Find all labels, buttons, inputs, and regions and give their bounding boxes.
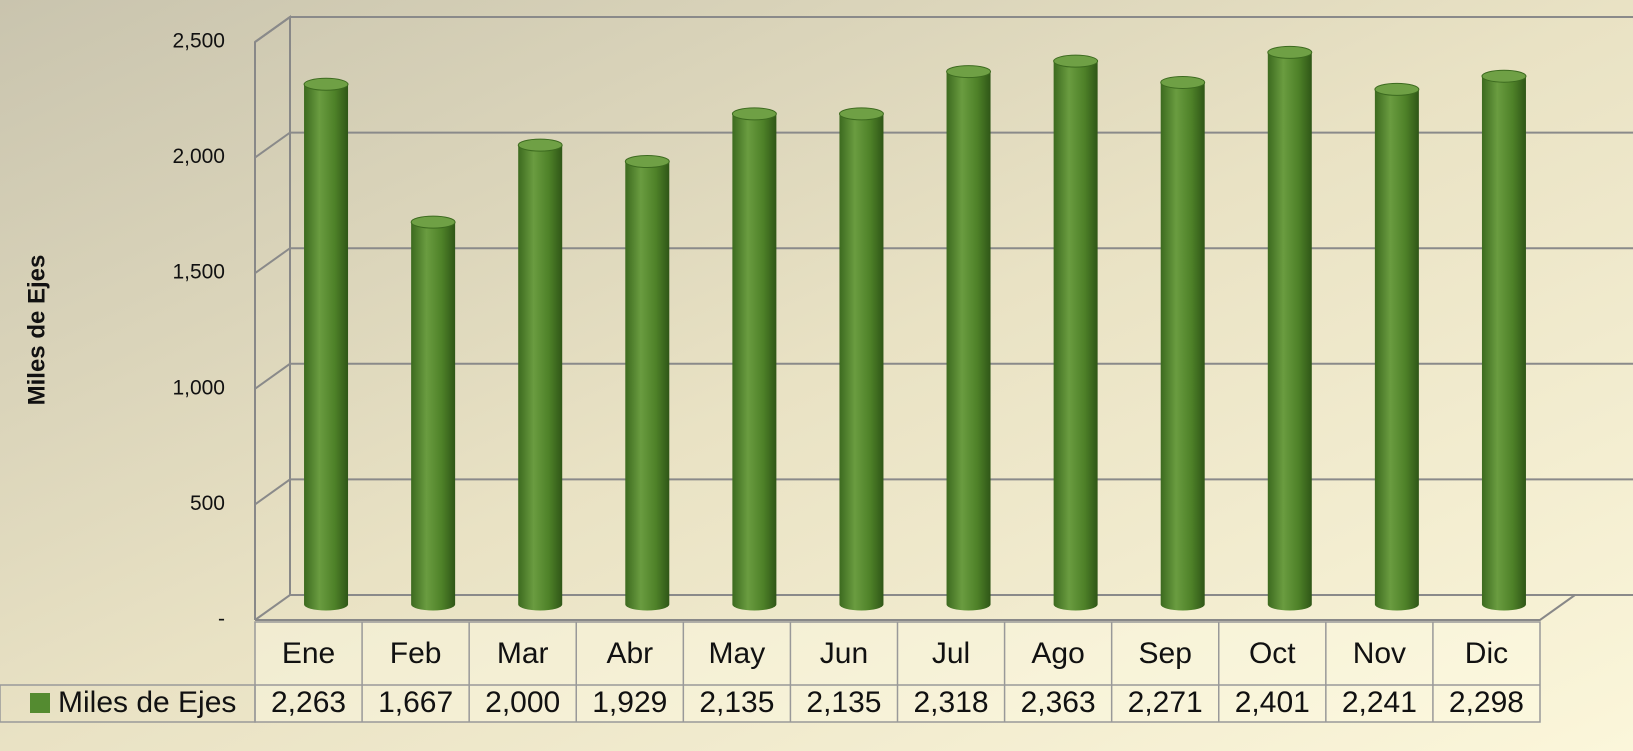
bar-cap xyxy=(1053,54,1099,68)
legend-cell xyxy=(0,684,256,723)
grid-line xyxy=(254,16,1633,43)
x-tick-label: Jun xyxy=(820,637,868,670)
bar xyxy=(625,161,670,611)
y-tick-label: 1,000 xyxy=(172,376,225,399)
bar-cap xyxy=(1267,45,1313,59)
bar-cap xyxy=(410,215,456,229)
value-label: 1,667 xyxy=(378,686,453,719)
y-tick-label: 2,000 xyxy=(172,145,225,168)
bar-cap xyxy=(303,77,349,91)
bar xyxy=(839,113,884,611)
x-tick-label: Abr xyxy=(606,637,653,670)
y-axis-label: Miles de Ejes xyxy=(23,255,50,406)
value-label: 2,363 xyxy=(1021,686,1096,719)
x-tick-label: Nov xyxy=(1353,637,1406,670)
bar xyxy=(732,113,777,611)
x-tick-label: Feb xyxy=(390,637,442,670)
value-label: 2,271 xyxy=(1128,686,1203,719)
bar xyxy=(1267,52,1312,611)
x-tick-label: Mar xyxy=(497,637,549,670)
bar-cap xyxy=(731,107,777,121)
y-tick-label: 1,500 xyxy=(172,261,225,284)
value-label: 2,135 xyxy=(699,686,774,719)
bar-cap xyxy=(624,155,670,169)
y-tick-label: 500 xyxy=(190,492,225,515)
legend-label: Miles de Ejes xyxy=(58,686,236,719)
value-label: 2,318 xyxy=(914,686,989,719)
y-tick-label: 2,500 xyxy=(172,30,225,53)
bar-cap xyxy=(1160,75,1206,89)
bar-cap xyxy=(1374,82,1420,96)
bar xyxy=(304,84,349,611)
value-label: 2,241 xyxy=(1342,686,1417,719)
bar xyxy=(1160,82,1205,611)
value-label: 1,929 xyxy=(592,686,667,719)
legend-swatch xyxy=(30,693,50,713)
x-tick-label: Ene xyxy=(282,637,335,670)
y-tick-label: - xyxy=(218,608,225,631)
bar xyxy=(1374,89,1419,611)
bar xyxy=(411,222,456,611)
bar-cap xyxy=(838,107,884,121)
x-tick-label: Ago xyxy=(1031,637,1084,670)
x-tick-label: Sep xyxy=(1139,637,1192,670)
bar-cap xyxy=(946,65,992,79)
x-tick-label: Oct xyxy=(1249,637,1296,670)
bar xyxy=(1481,76,1526,611)
value-label: 2,401 xyxy=(1235,686,1310,719)
value-label: 2,000 xyxy=(485,686,560,719)
bar-cap xyxy=(517,138,563,152)
x-tick-label: Jul xyxy=(932,637,970,670)
bar xyxy=(518,145,563,611)
value-label: 2,135 xyxy=(806,686,881,719)
value-label: 2,298 xyxy=(1449,686,1524,719)
x-tick-label: Dic xyxy=(1465,637,1508,670)
bar xyxy=(1053,61,1098,611)
x-tick-label: May xyxy=(709,637,766,670)
floor-edge xyxy=(255,594,1576,621)
value-label: 2,263 xyxy=(271,686,346,719)
bar xyxy=(946,71,991,611)
bar-cap xyxy=(1481,69,1527,83)
